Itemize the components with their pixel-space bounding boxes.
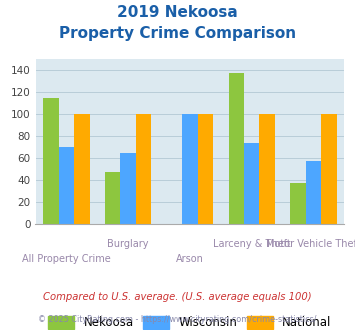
Text: Property Crime Comparison: Property Crime Comparison bbox=[59, 26, 296, 41]
Bar bbox=[136, 115, 151, 224]
Bar bbox=[321, 115, 337, 224]
Bar bbox=[229, 73, 244, 224]
Bar bbox=[244, 143, 260, 224]
Legend: Nekoosa, Wisconsin, National: Nekoosa, Wisconsin, National bbox=[48, 316, 332, 329]
Bar bbox=[260, 115, 275, 224]
Bar bbox=[74, 115, 89, 224]
Text: Burglary: Burglary bbox=[108, 239, 149, 249]
Bar bbox=[120, 153, 136, 224]
Bar bbox=[290, 182, 306, 224]
Text: Compared to U.S. average. (U.S. average equals 100): Compared to U.S. average. (U.S. average … bbox=[43, 292, 312, 302]
Text: 2019 Nekoosa: 2019 Nekoosa bbox=[117, 5, 238, 20]
Bar bbox=[182, 115, 198, 224]
Bar bbox=[105, 172, 120, 224]
Text: Motor Vehicle Theft: Motor Vehicle Theft bbox=[266, 239, 355, 249]
Text: © 2025 CityRating.com - https://www.cityrating.com/crime-statistics/: © 2025 CityRating.com - https://www.city… bbox=[38, 315, 317, 324]
Text: Arson: Arson bbox=[176, 254, 204, 264]
Text: Larceny & Theft: Larceny & Theft bbox=[213, 239, 291, 249]
Bar bbox=[306, 161, 321, 224]
Bar bbox=[59, 148, 74, 224]
Bar bbox=[198, 115, 213, 224]
Text: All Property Crime: All Property Crime bbox=[22, 254, 111, 264]
Bar bbox=[43, 98, 59, 224]
